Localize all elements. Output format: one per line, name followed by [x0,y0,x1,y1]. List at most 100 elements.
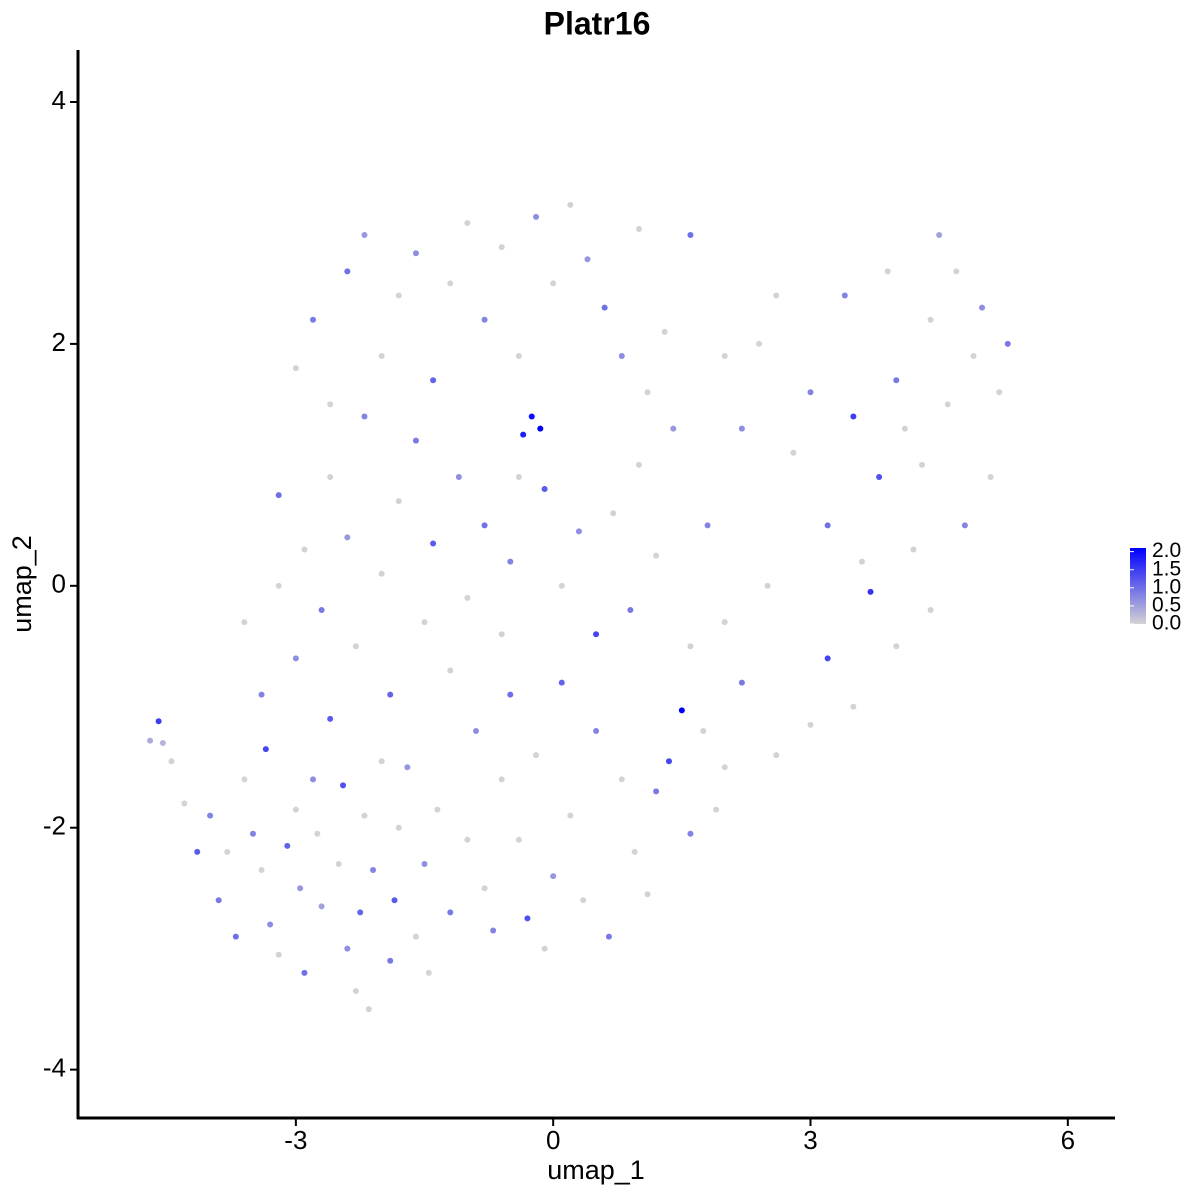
point [773,752,780,759]
point [395,498,402,505]
colorbar-tick-label: 1.0 [1152,575,1181,598]
point [558,582,565,589]
point [365,1006,372,1013]
point [644,389,651,396]
point [301,969,308,976]
point [631,848,638,855]
point [807,721,814,728]
point [168,758,175,765]
point [541,945,548,952]
point [447,667,454,674]
x-tick-label: 6 [1061,1125,1075,1155]
point [627,607,634,614]
point [344,945,351,952]
point [841,292,848,299]
point [910,546,917,553]
point [876,473,883,480]
point [327,715,334,722]
point [481,885,488,892]
point [292,365,299,372]
point [987,473,994,480]
point [653,788,660,795]
point [361,232,368,239]
point [635,226,642,233]
point [472,727,479,734]
point [258,867,265,874]
point [361,413,368,420]
point [430,377,437,384]
point [275,951,282,958]
point [464,836,471,843]
colorbar-tick-label: 2.0 [1152,539,1181,562]
point [601,304,608,311]
point [395,292,402,299]
point [687,232,694,239]
point [340,782,347,789]
point [391,897,398,904]
point [550,280,557,287]
point [310,316,317,323]
point [515,473,522,480]
point [824,522,831,529]
point [593,631,600,638]
point [507,558,514,565]
point [700,727,707,734]
point [292,655,299,662]
point [520,431,527,438]
point [618,353,625,360]
point [498,631,505,638]
point [807,389,814,396]
point [207,812,214,819]
colorbar [1130,548,1146,624]
point [721,353,728,360]
point [515,353,522,360]
y-tick-label: 4 [52,85,66,115]
point [327,401,334,408]
point [953,268,960,275]
point [387,957,394,964]
point [537,425,544,432]
point [901,425,908,432]
point [498,776,505,783]
point [404,764,411,771]
point [412,250,419,257]
point [352,988,359,995]
point [773,292,780,299]
point [464,594,471,601]
point [455,473,462,480]
x-tick-label: -3 [284,1125,307,1155]
point [558,679,565,686]
point [147,737,154,744]
x-tick-label: 3 [803,1125,817,1155]
point [464,219,471,226]
point [412,933,419,940]
point [893,377,900,384]
y-axis-label: umap_2 [7,535,37,633]
point [215,897,222,904]
point [593,727,600,734]
chart-title: Platr16 [544,5,651,41]
point [850,703,857,710]
point [425,969,432,976]
point [421,861,428,868]
point [155,718,162,725]
point [241,776,248,783]
point [635,461,642,468]
colorbar-tick-label: 0.5 [1152,593,1181,616]
y-tick-label: -4 [43,1052,66,1082]
point [258,691,265,698]
point [858,558,865,565]
point [241,619,248,626]
point [618,776,625,783]
point [378,353,385,360]
point [159,740,166,747]
point [434,806,441,813]
point [541,486,548,493]
point [318,903,325,910]
point [412,437,419,444]
point [567,201,574,208]
point [961,522,968,529]
point [704,522,711,529]
point [687,830,694,837]
point [575,528,582,535]
